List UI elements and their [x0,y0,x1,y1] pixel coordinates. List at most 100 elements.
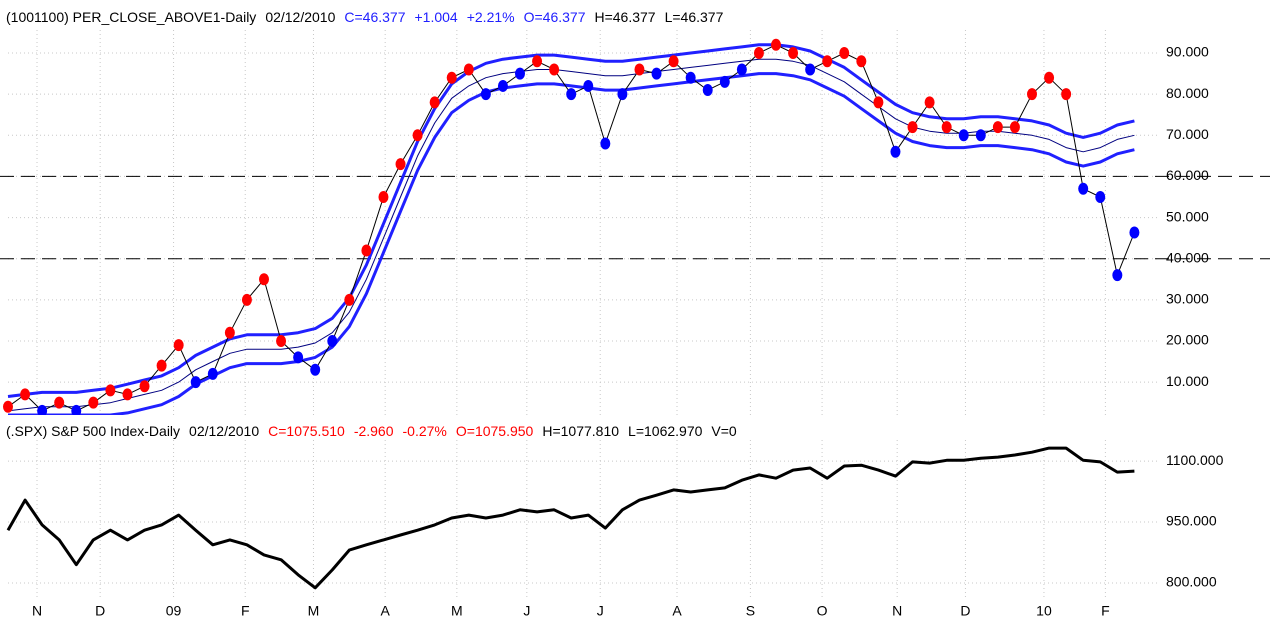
signal-dot [446,71,457,84]
signal-dot [651,67,662,80]
signal-dot [805,63,816,76]
signal-dot [856,55,867,68]
signal-dot [71,404,82,415]
signal-dot [173,339,184,352]
signal-dot [958,129,969,142]
signal-dot [992,121,1003,134]
signal-dot [224,326,235,339]
signal-dot [276,334,287,347]
signal-dot [105,384,116,397]
signal-dot [771,38,781,51]
x-tick-label: 09 [166,603,182,619]
plot-area [6,446,1135,590]
signal-dot [361,244,372,257]
signal-dot [941,121,952,134]
x-tick-label: F [1101,603,1110,619]
header-item: O=1075.950 [456,423,534,439]
header-item: 02/12/2010 [265,9,335,25]
signal-dot [549,63,560,76]
signal-dot [207,367,218,380]
signal-dot [327,334,338,347]
series-line [7,43,1135,398]
x-tick-label: D [95,603,105,619]
signal-dot [600,137,611,150]
x-tick-label: M [451,603,463,619]
signal-dot [583,79,594,92]
y-tick-label: 10.000 [1166,373,1209,389]
signal-dot [1044,71,1055,84]
y-tick-label: 30.000 [1166,291,1209,307]
x-tick-label: O [817,603,828,619]
x-tick-label: A [381,603,391,619]
signal-dot [497,79,508,92]
x-tick-label: M [308,603,320,619]
signal-dot [88,396,99,409]
header-item: (1001100) PER_CLOSE_ABOVE1-Daily [6,9,256,25]
header-item: 02/12/2010 [189,423,259,439]
y-tick-label: 950.000 [1166,513,1217,529]
signal-dot [344,293,355,306]
signal-dot [463,63,474,76]
signal-dot [668,55,679,68]
signal-dot [3,400,13,413]
x-tick-label: J [523,603,530,619]
x-tick-label: S [746,603,755,619]
header-item: +2.21% [467,9,515,25]
plot-area [3,38,1140,415]
signal-dot [702,84,713,97]
signal-dot [975,129,986,142]
signal-dot [873,96,884,109]
signal-dot [1112,269,1123,282]
signal-dot [412,129,423,142]
signal-dot [1078,182,1089,195]
signal-dot [685,71,696,84]
panel-header: (.SPX) S&P 500 Index-Daily 02/12/2010 C=10… [6,423,737,439]
header-item: -2.960 [354,423,394,439]
header-item: H=1077.810 [542,423,619,439]
signal-dot [566,88,577,101]
header-item: H=46.377 [594,9,655,25]
series-line [6,446,1135,590]
signal-dot [515,67,525,80]
y-tick-label: 80.000 [1166,85,1209,101]
signal-dot [122,388,133,401]
signal-dot [310,363,321,376]
signal-dot [190,376,201,389]
signal-dot [241,293,252,306]
signal-dot [395,158,406,171]
x-tick-label: N [892,603,902,619]
signal-dot [156,359,167,372]
header-item: V=0 [711,423,737,439]
signal-dot [1129,226,1140,239]
signal-dot [822,55,833,68]
header-item: L=46.377 [665,9,724,25]
x-tick-label: J [597,603,604,619]
header-item: L=1062.970 [628,423,703,439]
signal-dot [20,388,31,401]
signal-dot [890,145,901,158]
y-tick-label: 800.000 [1166,574,1217,590]
signal-dot [617,88,628,101]
y-tick-label: 60.000 [1166,167,1209,183]
signal-dot [719,75,730,88]
signal-dot [907,121,918,134]
signal-dot [634,63,645,76]
y-tick-label: 70.000 [1166,126,1209,142]
signal-dot [788,47,799,60]
signal-dot [1095,190,1106,203]
signal-dot [429,96,440,109]
signal-dot [839,47,850,60]
panel-header: (1001100) PER_CLOSE_ABOVE1-Daily 02/12/20… [6,9,724,25]
y-tick-label: 1100.000 [1166,452,1224,468]
signal-dot [532,55,543,68]
series-line [8,72,1135,415]
header-item: C=1075.510 [268,423,345,439]
header-item: (.SPX) S&P 500 Index-Daily [6,423,180,439]
signal-dot [736,63,747,76]
signal-dot [1009,121,1020,134]
y-tick-label: 90.000 [1166,44,1209,60]
header-item: +1.004 [415,9,458,25]
signal-dot [1061,88,1072,101]
